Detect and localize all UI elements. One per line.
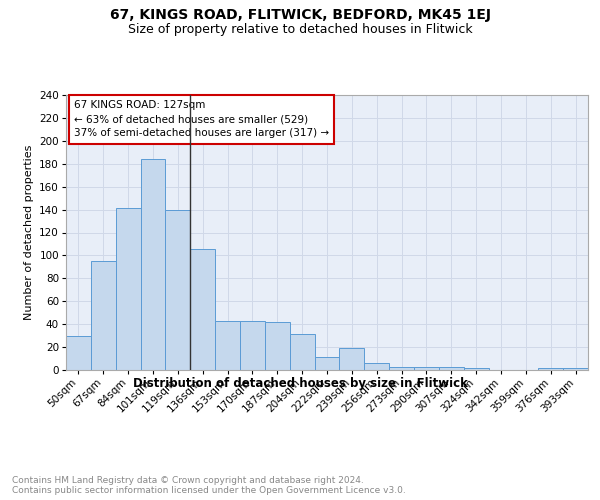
Bar [116, 208, 140, 370]
Text: 67 KINGS ROAD: 127sqm
← 63% of detached houses are smaller (529)
37% of semi-det: 67 KINGS ROAD: 127sqm ← 63% of detached … [74, 100, 329, 138]
Text: 67, KINGS ROAD, FLITWICK, BEDFORD, MK45 1EJ: 67, KINGS ROAD, FLITWICK, BEDFORD, MK45 … [110, 8, 491, 22]
Text: Distribution of detached houses by size in Flitwick: Distribution of detached houses by size … [133, 378, 467, 390]
Bar [364, 363, 389, 370]
Bar [439, 366, 464, 370]
Bar [265, 322, 290, 370]
Bar [140, 159, 166, 370]
Bar [563, 368, 588, 370]
Bar [290, 334, 314, 370]
Bar [389, 366, 414, 370]
Bar [314, 358, 340, 370]
Bar [91, 261, 116, 370]
Bar [215, 320, 240, 370]
Text: Contains HM Land Registry data © Crown copyright and database right 2024.
Contai: Contains HM Land Registry data © Crown c… [12, 476, 406, 495]
Bar [340, 348, 364, 370]
Bar [66, 336, 91, 370]
Bar [190, 248, 215, 370]
Bar [240, 320, 265, 370]
Y-axis label: Number of detached properties: Number of detached properties [24, 145, 34, 320]
Bar [414, 366, 439, 370]
Text: Size of property relative to detached houses in Flitwick: Size of property relative to detached ho… [128, 22, 472, 36]
Bar [166, 210, 190, 370]
Bar [538, 368, 563, 370]
Bar [464, 368, 488, 370]
